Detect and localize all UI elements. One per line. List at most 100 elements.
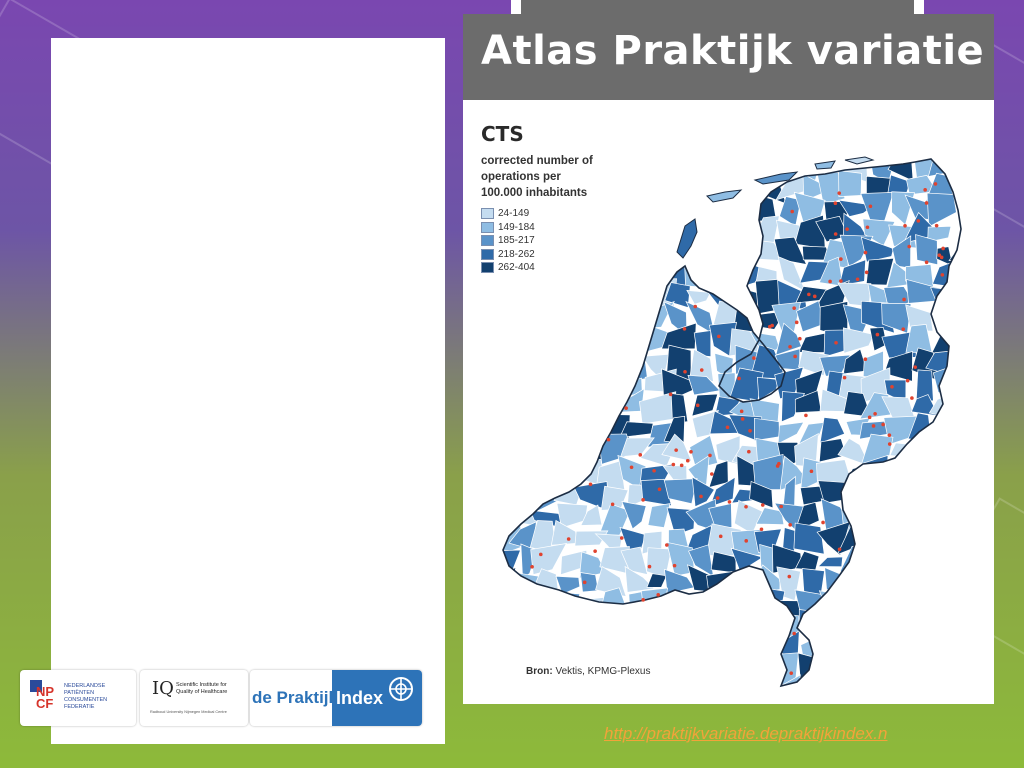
hospital-marker — [839, 257, 843, 261]
map-region — [664, 282, 691, 309]
map-region — [619, 258, 642, 283]
map-region — [933, 501, 953, 532]
map-region — [871, 481, 886, 505]
map-region — [752, 453, 784, 490]
hospital-marker — [868, 204, 873, 209]
map-region — [865, 257, 895, 286]
map-region — [931, 656, 960, 685]
blank-content-panel — [51, 38, 445, 744]
hospital-marker — [593, 549, 597, 553]
map-region — [642, 677, 669, 686]
map-region — [888, 465, 910, 478]
map-region — [596, 679, 622, 686]
npcf-text: NEDERLANDSE PATIËNTEN CONSUMENTEN FEDERA… — [64, 683, 108, 710]
map-region — [516, 486, 537, 514]
hospital-marker — [718, 534, 723, 539]
map-region — [620, 614, 655, 638]
atlas-map-panel: Atlas Praktijk variatie CTS corrected nu… — [463, 14, 994, 704]
hospital-marker — [842, 375, 847, 380]
hospital-marker — [833, 232, 838, 236]
map-region — [777, 421, 805, 445]
map-region — [620, 201, 655, 227]
map-region — [531, 635, 556, 660]
hospital-marker — [682, 327, 687, 331]
map-region — [951, 674, 961, 686]
hospital-marker — [871, 424, 876, 428]
map-region — [552, 312, 589, 329]
map-region — [949, 300, 961, 337]
iq-subtext: Radboud University Nijmegen Medical Cent… — [150, 710, 227, 714]
map-region — [507, 456, 533, 490]
map-region — [885, 599, 917, 623]
map-region — [730, 547, 764, 579]
legend-label: 149-184 — [498, 221, 535, 233]
map-region — [519, 588, 538, 618]
map-region — [558, 366, 580, 394]
map-region — [754, 417, 780, 442]
map-source: Bron: Vektis, KPMG-Plexus — [526, 666, 650, 677]
legend-label: 218-262 — [498, 248, 535, 260]
map-region — [840, 636, 864, 658]
map-region — [694, 677, 718, 686]
map-region — [910, 501, 940, 530]
map-region — [532, 201, 562, 219]
hospital-marker — [864, 270, 869, 275]
hospital-marker — [887, 433, 892, 438]
hospital-marker — [683, 369, 687, 374]
map-region — [798, 349, 830, 377]
map-region — [825, 632, 849, 659]
map-region — [740, 222, 761, 246]
map-region — [948, 521, 961, 553]
map-region — [749, 480, 774, 509]
map-region — [838, 170, 862, 198]
map-region — [905, 682, 941, 686]
map-region — [727, 159, 764, 172]
hospital-marker — [760, 503, 765, 507]
hospital-marker — [789, 671, 794, 675]
hospital-marker — [834, 340, 838, 345]
legend-swatch — [481, 208, 494, 220]
praktijk-text: de Praktijk — [252, 688, 338, 707]
map-region — [577, 612, 610, 645]
hospital-marker — [665, 543, 669, 547]
hospital-marker — [752, 356, 756, 360]
hospital-marker — [812, 294, 817, 299]
hospital-marker — [717, 334, 721, 339]
island-ameland — [814, 160, 836, 170]
map-region — [883, 350, 913, 382]
hospital-marker — [845, 227, 849, 231]
hospital-marker — [638, 453, 643, 457]
island-terschelling — [753, 171, 799, 185]
hospital-marker — [530, 565, 534, 569]
map-region — [552, 216, 586, 247]
source-url-link[interactable]: http://praktijkvariatie.depraktijkindex.… — [604, 724, 888, 743]
map-region — [533, 433, 553, 464]
title-bar: Atlas Praktijk variatie — [463, 14, 994, 100]
map-region — [693, 330, 712, 357]
legend-item: 218-262 — [481, 248, 535, 262]
map-region — [535, 393, 562, 414]
map-region — [706, 570, 739, 598]
hospital-marker — [695, 403, 700, 408]
map-region — [669, 159, 689, 181]
hospital-marker — [606, 437, 611, 442]
map-region — [881, 635, 916, 662]
hospital-marker — [610, 502, 615, 507]
map-region — [639, 245, 677, 261]
map-region — [530, 304, 566, 337]
map-region — [729, 608, 764, 637]
map-region — [728, 675, 760, 686]
legend-swatch — [481, 235, 494, 247]
map-region — [663, 478, 698, 505]
map-region — [503, 286, 520, 309]
map-region — [503, 478, 516, 513]
map-region — [935, 679, 961, 686]
hospital-marker — [937, 253, 942, 258]
legend-swatch — [481, 248, 494, 260]
map-region — [530, 681, 561, 686]
hospital-marker — [672, 563, 677, 568]
island-vlieland — [706, 189, 743, 203]
hospital-marker — [873, 412, 877, 416]
hospital-marker — [629, 465, 634, 470]
map-region — [930, 287, 960, 309]
